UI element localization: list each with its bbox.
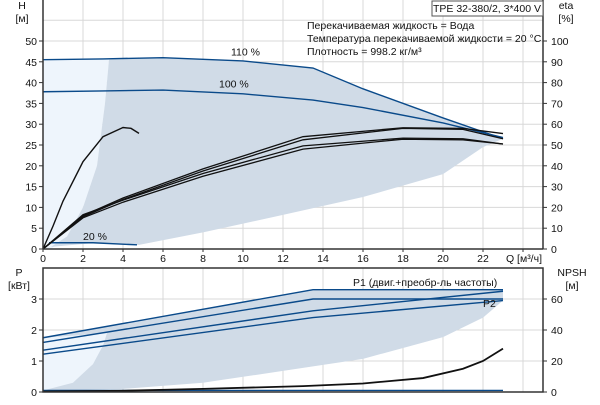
y-tick-label-left: 20 xyxy=(25,161,37,173)
operating-area xyxy=(51,57,503,247)
x-tick-label: 4 xyxy=(120,253,126,265)
curve-7 xyxy=(42,138,504,250)
y-tick-label-right: 20 xyxy=(551,356,563,368)
curve-1 xyxy=(42,298,503,344)
curve-label: P1 (двиг.+преобр-ль частоты) xyxy=(353,277,497,289)
annotation: Перекачиваемая жидкость = Вода xyxy=(307,20,474,32)
y-axis-unit-right: [м] xyxy=(565,280,578,292)
curve-100 xyxy=(42,89,504,139)
curve-20 xyxy=(49,242,138,246)
extended-area xyxy=(43,59,109,249)
y-axis-label-right: NPSH xyxy=(557,267,586,279)
curve-label: 20 % xyxy=(83,231,107,243)
curve-label: P2 xyxy=(483,298,496,310)
curve-P1 xyxy=(42,289,503,339)
y-tick-label-right: 30 xyxy=(551,182,563,194)
x-tick-label: 0 xyxy=(40,253,46,265)
curve-label: 100 % xyxy=(219,79,249,91)
y-tick-label-left: 45 xyxy=(25,57,37,69)
x-tick-label: 14 xyxy=(317,253,329,265)
x-tick-label: 22 xyxy=(477,253,489,265)
y-tick-label-left: 25 xyxy=(25,140,37,152)
annotation: Плотность = 998.2 кг/м³ xyxy=(307,46,422,58)
y-tick-label-left: 10 xyxy=(25,202,37,214)
y-tick-label-left: 1 xyxy=(31,356,37,368)
annotation: Температура перекачиваемой жидкости = 20… xyxy=(307,33,542,45)
y-tick-label-left: 0 xyxy=(31,387,37,399)
y-axis-label-left: H xyxy=(18,0,26,12)
y-tick-label-right: 100 xyxy=(551,36,569,48)
curve-6 xyxy=(42,137,504,250)
operating-area xyxy=(43,289,503,392)
curve-2 xyxy=(42,290,504,351)
x-tick-label: 10 xyxy=(237,253,249,265)
y-tick-label-left: 2 xyxy=(31,325,37,337)
y-axis-unit-left: [м] xyxy=(15,13,28,25)
y-tick-label-right: 80 xyxy=(551,78,563,90)
y-tick-label-right: 0 xyxy=(551,244,557,256)
x-tick-label: 12 xyxy=(277,253,289,265)
curve-5 xyxy=(42,347,504,393)
y-tick-label-left: 50 xyxy=(25,36,37,48)
y-tick-label-right: 60 xyxy=(551,294,563,306)
y-tick-label-left: 5 xyxy=(31,223,37,235)
x-tick-label: 6 xyxy=(160,253,166,265)
y-tick-label-left: 15 xyxy=(25,182,37,194)
x-axis-label: Q [м³/ч] xyxy=(506,253,542,265)
y-tick-label-left: 35 xyxy=(25,98,37,110)
x-tick-label: 18 xyxy=(397,253,409,265)
y-tick-label-right: 20 xyxy=(551,202,563,214)
y-tick-label-right: 40 xyxy=(551,161,563,173)
y-tick-label-right: 60 xyxy=(551,119,563,131)
y-axis-unit-left: [кВт] xyxy=(8,280,30,292)
curve-P2 xyxy=(42,299,504,355)
y-tick-label-left: 3 xyxy=(31,294,37,306)
y-tick-label-right: 50 xyxy=(551,140,563,152)
chart-title: TPE 32-380/2, 3*400 V xyxy=(433,3,541,15)
curve-5 xyxy=(42,127,504,250)
title-box xyxy=(431,0,544,17)
x-tick-label: 16 xyxy=(357,253,369,265)
y-tick-label-right: 0 xyxy=(551,387,557,399)
y-tick-label-left: 40 xyxy=(25,78,37,90)
curve-3 xyxy=(42,126,140,250)
y-tick-label-left: 30 xyxy=(25,119,37,131)
curve-110 xyxy=(42,56,504,140)
y-tick-label-right: 10 xyxy=(551,223,563,235)
y-tick-label-right: 40 xyxy=(551,325,563,337)
x-tick-label: 2 xyxy=(80,253,86,265)
x-tick-label: 20 xyxy=(437,253,449,265)
y-tick-label-right: 90 xyxy=(551,57,563,69)
y-tick-label-right: 70 xyxy=(551,98,563,110)
y-axis-label-right: eta xyxy=(559,0,574,12)
y-axis-unit-right: [%] xyxy=(558,13,573,25)
y-axis-label-left: P xyxy=(15,267,22,279)
x-tick-label: 8 xyxy=(200,253,206,265)
y-tick-label-left: 0 xyxy=(31,244,37,256)
curve-label: 110 % xyxy=(231,47,260,59)
